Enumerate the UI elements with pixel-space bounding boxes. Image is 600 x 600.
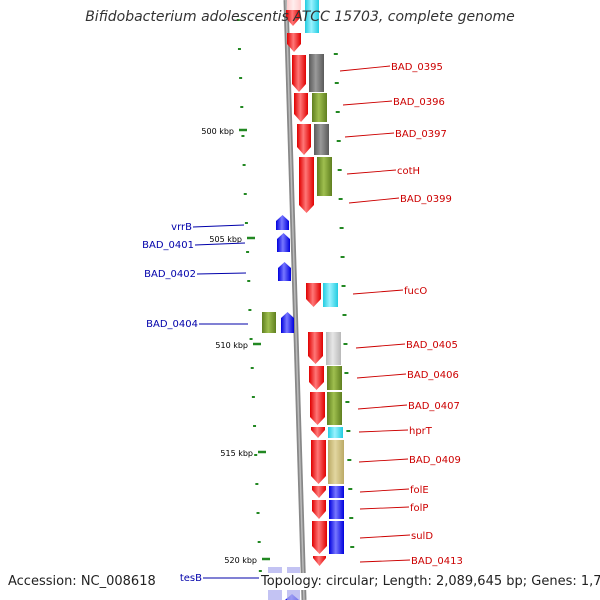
- forward-label-leader: [344, 132, 395, 138]
- forward-label-leader: [339, 65, 391, 72]
- forward-gene-arrow: [311, 440, 326, 484]
- forward-label-leader: [359, 488, 410, 493]
- forward-gene-label: cotH: [397, 166, 420, 177]
- reverse-gene-arrow: [277, 233, 290, 252]
- cog-bar: [323, 283, 338, 307]
- forward-gene-arrow: [308, 332, 323, 364]
- forward-gene-label: hprT: [409, 426, 433, 437]
- cog-bar: [329, 521, 344, 554]
- reverse-gene-arrow: [276, 215, 289, 230]
- forward-label-leader: [359, 506, 410, 510]
- genome-summary-text: Topology: circular; Length: 2,089,645 bp…: [259, 573, 600, 590]
- faded-gene: [287, 0, 301, 10]
- forward-gene-label: BAD_0397: [395, 129, 447, 140]
- cog-bar: [328, 427, 343, 438]
- accession-text: Accession: NC_008618: [6, 573, 158, 590]
- forward-label-leader: [342, 100, 393, 106]
- forward-gene-arrow: [312, 521, 327, 554]
- forward-label-leader: [352, 289, 404, 295]
- cog-bar: [312, 93, 327, 122]
- forward-label-leader: [356, 373, 407, 379]
- forward-gene-arrow: [313, 556, 326, 566]
- forward-gene-arrow: [292, 55, 306, 92]
- scale-label: 510 kbp: [215, 341, 248, 350]
- forward-gene-label: BAD_0399: [400, 194, 452, 205]
- forward-gene-arrow: [297, 124, 311, 155]
- forward-gene-arrow: [294, 93, 308, 122]
- reverse-label-leader: [196, 272, 247, 275]
- cog-bar: [329, 500, 344, 519]
- forward-gene-arrow: [309, 366, 324, 390]
- cog-bar: [327, 392, 342, 425]
- scale-label: 505 kbp: [209, 235, 242, 244]
- cog-bar: [305, 0, 319, 33]
- reverse-gene-label: tesB: [180, 573, 202, 584]
- forward-gene-label: folP: [410, 503, 428, 514]
- forward-label-leader: [355, 343, 406, 349]
- forward-label-leader: [359, 534, 411, 539]
- reverse-gene-arrow: [281, 312, 294, 333]
- scale-label: 500 kbp: [201, 127, 234, 136]
- map-title: Bifidobacterium adolescentis ATCC 15703,…: [85, 9, 515, 25]
- reverse-gene-label: BAD_0402: [144, 269, 196, 280]
- forward-gene-arrow: [312, 486, 326, 498]
- forward-gene-arrow: [312, 500, 326, 519]
- cog-bar: [309, 54, 324, 92]
- forward-gene-label: BAD_0395: [391, 62, 443, 73]
- genome-backbone-highlight: [285, 0, 305, 600]
- forward-label-leader: [358, 458, 409, 463]
- forward-gene-arrow: [299, 157, 314, 213]
- forward-gene-arrow: [311, 427, 325, 438]
- forward-gene-label: folE: [410, 485, 429, 496]
- reverse-label-leader: [192, 224, 245, 228]
- forward-gene-arrow: [306, 283, 321, 307]
- cog-bar: [327, 366, 342, 390]
- forward-gene-label: BAD_0406: [407, 370, 459, 381]
- forward-label-leader: [346, 169, 397, 175]
- scale-label: 515 kbp: [220, 449, 253, 458]
- cog-bar: [314, 124, 329, 155]
- reverse-gene-label: BAD_0401: [142, 240, 194, 251]
- cog-bar: [262, 312, 276, 333]
- forward-gene-arrow: [287, 33, 301, 52]
- forward-gene-label: fucO: [404, 286, 427, 297]
- reverse-gene-arrow: [278, 262, 291, 281]
- reverse-gene-label: vrrB: [171, 222, 192, 233]
- forward-label-leader: [359, 559, 411, 563]
- forward-gene-arrow: [310, 392, 325, 425]
- scale-label: 520 kbp: [224, 556, 257, 565]
- cog-bar: [326, 332, 341, 365]
- cog-bar: [328, 440, 344, 484]
- forward-gene-label: sulD: [411, 531, 433, 542]
- forward-gene-label: BAD_0396: [393, 97, 445, 108]
- reverse-gene-label: BAD_0404: [146, 319, 198, 330]
- forward-gene-arrow: [286, 10, 300, 26]
- forward-label-leader: [358, 429, 409, 433]
- forward-gene-label: BAD_0405: [406, 340, 458, 351]
- forward-gene-label: BAD_0407: [408, 401, 460, 412]
- map-layer: 500 kbp 505 kbp 510 kbp 515 kbp 520 kbp BAD_0…: [142, 0, 463, 600]
- cog-bar: [317, 157, 332, 196]
- reverse-label-leader: [194, 242, 246, 246]
- forward-label-leader: [357, 404, 408, 410]
- forward-gene-label: BAD_0409: [409, 455, 461, 466]
- cog-bar: [329, 486, 344, 498]
- forward-label-leader: [348, 197, 400, 204]
- forward-gene-label: BAD_0413: [411, 556, 463, 567]
